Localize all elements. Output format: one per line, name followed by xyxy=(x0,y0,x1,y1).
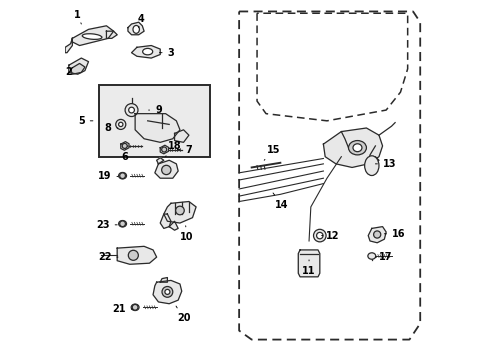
Circle shape xyxy=(120,221,125,226)
Text: 20: 20 xyxy=(176,306,190,323)
Text: 11: 11 xyxy=(302,260,315,276)
Polygon shape xyxy=(169,221,178,230)
Polygon shape xyxy=(117,246,156,264)
Text: 9: 9 xyxy=(148,105,162,115)
Text: 17: 17 xyxy=(375,252,392,262)
Text: 14: 14 xyxy=(272,193,288,210)
Polygon shape xyxy=(131,45,160,58)
Polygon shape xyxy=(160,278,167,282)
Polygon shape xyxy=(367,157,378,164)
Ellipse shape xyxy=(316,232,323,239)
Text: 6: 6 xyxy=(121,146,128,162)
Polygon shape xyxy=(156,158,163,164)
Polygon shape xyxy=(163,202,196,223)
Ellipse shape xyxy=(352,144,361,152)
Text: 3: 3 xyxy=(159,48,174,58)
Polygon shape xyxy=(174,130,188,142)
Circle shape xyxy=(162,147,166,152)
Ellipse shape xyxy=(131,304,139,311)
Polygon shape xyxy=(323,128,382,167)
Polygon shape xyxy=(121,141,129,150)
Text: 16: 16 xyxy=(384,229,405,239)
Circle shape xyxy=(125,104,138,117)
Text: 13: 13 xyxy=(375,159,396,169)
Polygon shape xyxy=(135,114,180,142)
Polygon shape xyxy=(367,226,386,243)
Polygon shape xyxy=(65,39,72,53)
Circle shape xyxy=(128,107,134,113)
Text: 22: 22 xyxy=(98,252,118,262)
Polygon shape xyxy=(160,214,171,228)
FancyBboxPatch shape xyxy=(99,85,210,157)
Circle shape xyxy=(162,165,171,175)
Polygon shape xyxy=(155,160,178,178)
Circle shape xyxy=(116,120,125,130)
Polygon shape xyxy=(153,280,182,304)
Text: 23: 23 xyxy=(96,220,117,230)
Text: 7: 7 xyxy=(177,144,192,154)
Text: 10: 10 xyxy=(180,226,193,242)
Circle shape xyxy=(162,287,172,297)
Text: 12: 12 xyxy=(321,231,338,240)
Ellipse shape xyxy=(119,221,126,227)
Polygon shape xyxy=(70,63,85,74)
Text: 1: 1 xyxy=(74,10,81,24)
Text: 4: 4 xyxy=(137,14,143,28)
Circle shape xyxy=(119,122,122,127)
Ellipse shape xyxy=(348,140,366,155)
Ellipse shape xyxy=(364,156,378,176)
Text: 2: 2 xyxy=(65,67,72,77)
Circle shape xyxy=(175,206,184,215)
Text: 19: 19 xyxy=(98,171,118,181)
Polygon shape xyxy=(298,250,319,277)
Circle shape xyxy=(373,231,380,238)
Text: 8: 8 xyxy=(104,123,118,133)
Polygon shape xyxy=(72,26,113,45)
Circle shape xyxy=(122,143,127,148)
Text: 5: 5 xyxy=(78,116,93,126)
Circle shape xyxy=(128,250,138,260)
Polygon shape xyxy=(128,22,144,35)
Ellipse shape xyxy=(142,48,152,55)
Ellipse shape xyxy=(313,229,325,242)
Ellipse shape xyxy=(367,253,375,259)
Text: 15: 15 xyxy=(264,144,279,160)
Polygon shape xyxy=(69,58,88,74)
Text: 21: 21 xyxy=(112,304,132,314)
Ellipse shape xyxy=(119,172,126,179)
Circle shape xyxy=(164,289,169,294)
Polygon shape xyxy=(106,31,117,39)
Polygon shape xyxy=(160,145,168,154)
Circle shape xyxy=(132,305,138,310)
Ellipse shape xyxy=(82,34,102,39)
Circle shape xyxy=(120,173,125,179)
Ellipse shape xyxy=(133,26,139,33)
Text: 18: 18 xyxy=(165,141,181,156)
